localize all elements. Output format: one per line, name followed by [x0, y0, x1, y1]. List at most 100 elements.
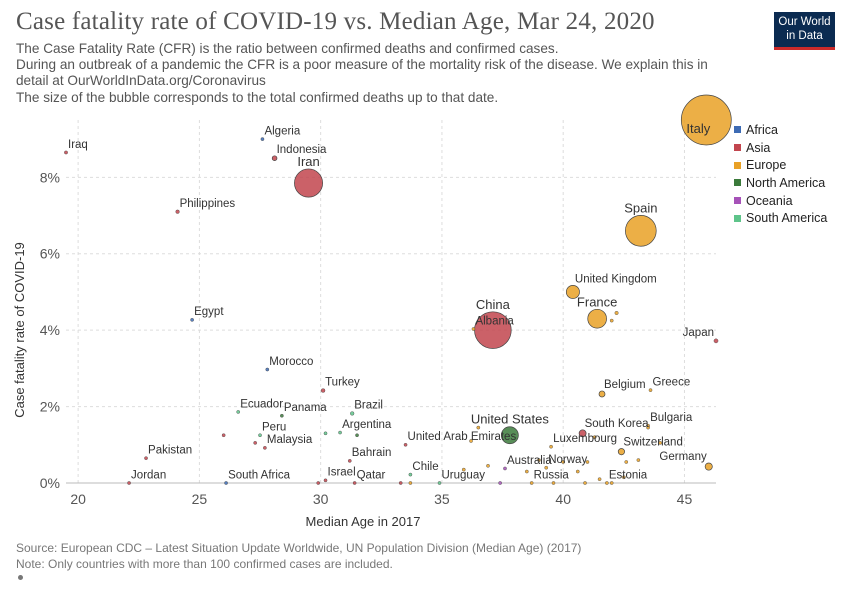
data-point: [622, 475, 626, 480]
footer-dot-icon: [18, 575, 23, 580]
point-label: Chile: [412, 461, 438, 473]
data-point: [224, 481, 228, 485]
data-point: [585, 460, 590, 464]
point-label: United Kingdom: [575, 273, 657, 285]
point-label: Uruguay: [442, 469, 486, 481]
point-label: Egypt: [194, 306, 224, 318]
point-label: Belgium: [604, 379, 646, 391]
y-tick-label: 2%: [40, 399, 60, 415]
point-label: China: [476, 297, 511, 312]
chart-title: Case fatality rate of COVID-19 vs. Media…: [16, 8, 655, 35]
data-point: [144, 456, 148, 460]
data-point: [398, 481, 403, 485]
data-point: [408, 481, 413, 485]
footnote: Note: Only countries with more than 100 …: [16, 556, 393, 571]
data-point: [236, 410, 241, 414]
point-label: Algeria: [264, 126, 300, 138]
legend-item[interactable]: Africa: [734, 121, 827, 139]
y-axis-title: Case fatality rate of COVID-19: [12, 242, 27, 418]
source-note: Source: European CDC – Latest Situation …: [16, 541, 582, 555]
data-point: [624, 460, 629, 464]
data-point: [263, 446, 267, 450]
point-label: Bulgaria: [650, 412, 693, 424]
point-label: Turkey: [325, 377, 360, 389]
data-point: [476, 425, 481, 430]
data-point: [469, 439, 473, 443]
chart-subtitle: The Case Fatality Rate (CFR) is the rati…: [16, 41, 756, 106]
data-point: [605, 481, 609, 485]
point-label: Ecuador: [240, 398, 283, 410]
data-point: [625, 215, 657, 247]
point-label: Greece: [653, 377, 691, 389]
data-point: [561, 460, 566, 464]
point-label: Japan: [683, 327, 714, 339]
point-label: Malaysia: [267, 434, 313, 446]
point-label: Albania: [475, 315, 514, 327]
data-point: [190, 318, 194, 322]
logo-line: Our World: [778, 16, 831, 28]
point-label: Philippines: [180, 198, 236, 210]
data-point: [355, 433, 359, 438]
data-point: [578, 429, 587, 438]
subtitle-line: The size of the bubble corresponds to th…: [16, 89, 499, 105]
data-point: [258, 433, 262, 438]
data-point: [658, 441, 663, 445]
data-point: [437, 481, 442, 485]
point-label: Israel: [328, 467, 356, 479]
point-label: Iraq: [68, 139, 88, 151]
legend-label: Europe: [746, 158, 787, 173]
data-point: [549, 444, 553, 449]
data-point: [503, 466, 507, 471]
point-label: France: [577, 294, 617, 309]
subtitle-line: The Case Fatality Rate (CFR) is the rati…: [16, 41, 559, 56]
data-point: [592, 435, 597, 439]
legend: Africa Asia Europe North America Oceania Sout…: [734, 121, 827, 227]
legend-item[interactable]: North America: [734, 174, 827, 192]
legend-item[interactable]: Oceania: [734, 192, 827, 210]
point-label: Switzerland: [623, 436, 682, 448]
data-point: [64, 150, 68, 155]
x-tick-label: 35: [434, 491, 450, 507]
data-point: [350, 411, 355, 416]
point-label: Argentina: [342, 419, 392, 431]
data-point: [646, 425, 650, 430]
legend-swatch: [734, 126, 741, 134]
point-label: Jordan: [131, 469, 166, 481]
data-point: [260, 137, 265, 141]
legend-item[interactable]: Asia: [734, 139, 827, 157]
data-point: [316, 481, 321, 485]
data-point: [614, 311, 619, 315]
data-point: [609, 318, 614, 323]
legend-item[interactable]: South America: [734, 209, 827, 227]
legend-label: South America: [746, 211, 828, 226]
point-label: Qatar: [357, 469, 386, 481]
data-point: [265, 367, 270, 372]
legend-swatch: [734, 214, 741, 222]
point-label: Bahrain: [352, 447, 392, 459]
data-point: [271, 155, 278, 161]
data-point: [221, 433, 226, 438]
data-point: [537, 458, 541, 462]
owid-logo[interactable]: Our World in Data: [774, 12, 835, 50]
point-label: Australia: [507, 455, 552, 467]
data-point: [529, 481, 534, 485]
x-tick-label: 40: [555, 491, 571, 507]
point-label: Peru: [262, 422, 286, 434]
data-point: [525, 469, 529, 474]
point-label: South Korea: [585, 418, 650, 430]
y-tick-label: 6%: [40, 246, 60, 262]
legend-label: Asia: [746, 140, 771, 155]
legend-item[interactable]: Europe: [734, 156, 827, 174]
data-point: [680, 94, 732, 146]
point-label: South Africa: [228, 469, 291, 481]
point-label: Estonia: [609, 469, 648, 481]
data-point: [280, 413, 284, 418]
data-point: [565, 285, 580, 299]
data-point: [575, 469, 580, 474]
data-point: [704, 462, 713, 471]
x-tick-label: 30: [313, 491, 329, 507]
point-label: Germany: [659, 451, 707, 463]
x-axis-title: Median Age in 2017: [306, 514, 421, 529]
x-tick-label: 25: [192, 491, 208, 507]
data-point: [253, 441, 257, 445]
